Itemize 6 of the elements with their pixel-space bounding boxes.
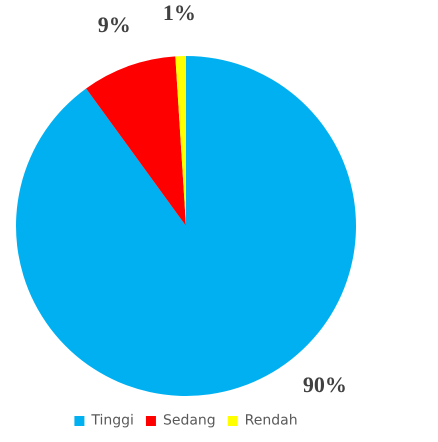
data-label: 90%: [302, 372, 347, 397]
legend-label: Tinggi: [90, 412, 134, 429]
data-label: 9%: [98, 12, 131, 38]
data-label: 1%: [162, 0, 196, 25]
legend-label: Sedang: [162, 412, 216, 429]
legend-label: Rendah: [244, 412, 298, 429]
